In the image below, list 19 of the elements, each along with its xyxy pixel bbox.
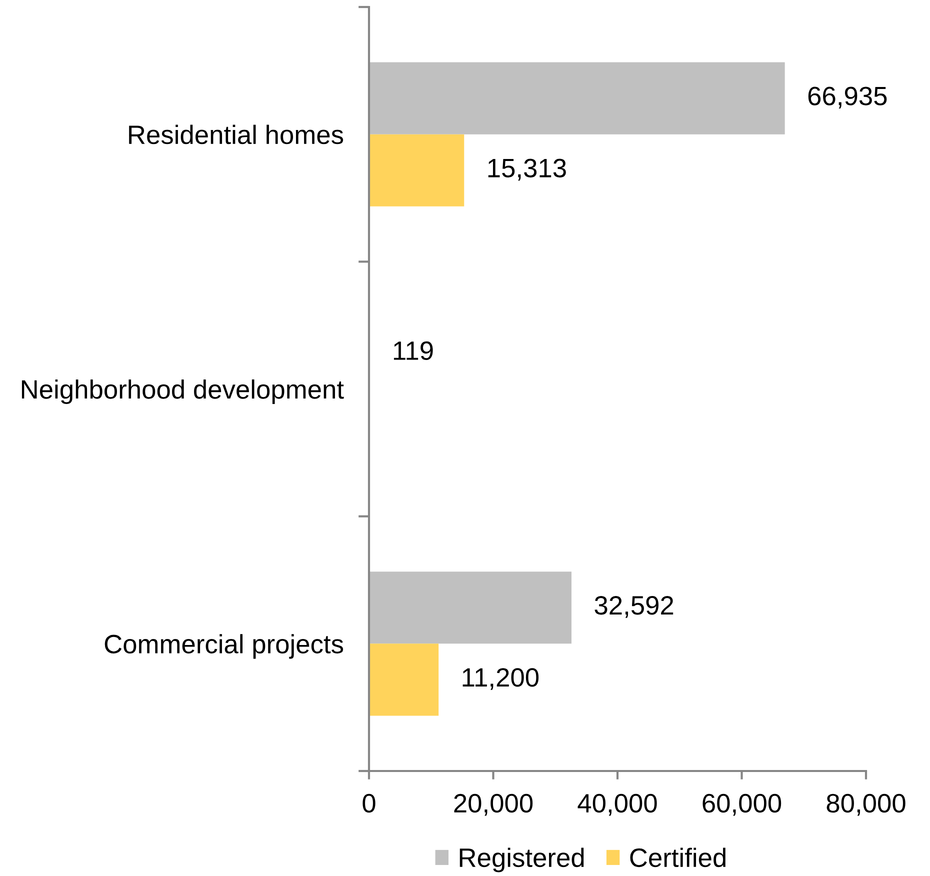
legend-label: Certified [630, 848, 726, 868]
data-label: 119 [394, 341, 433, 360]
data-label: 32,592 [594, 596, 674, 618]
bar [369, 572, 572, 644]
bar [369, 644, 439, 716]
x-tick-label: 60,000 [702, 794, 782, 816]
x-tick-label: 0 [362, 794, 376, 813]
bar [369, 62, 785, 134]
data-label: 66,935 [808, 86, 887, 108]
y-tick-label: Residential homes [129, 124, 344, 144]
y-tick-label: Neighborhood development [22, 379, 344, 404]
data-label: 11,200 [462, 668, 539, 690]
legend-label: Registered [460, 848, 584, 872]
x-tick-label: 80,000 [826, 794, 906, 816]
data-label: 15,313 [488, 158, 566, 181]
y-tick-label: Commercial projects [104, 634, 344, 659]
x-tick-label: 20,000 [454, 794, 533, 816]
bar [369, 134, 464, 206]
x-tick-label: 40,000 [578, 794, 657, 816]
